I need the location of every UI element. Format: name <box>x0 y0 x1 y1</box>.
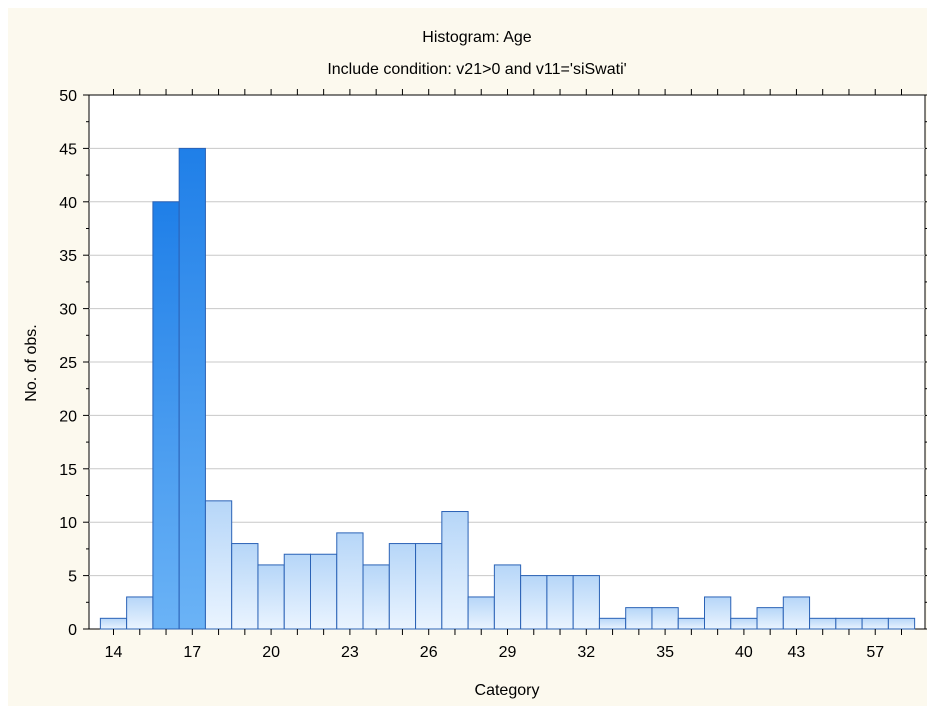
x-tick-label: 14 <box>105 644 123 661</box>
x-tick-label: 57 <box>866 644 884 661</box>
y-tick-label: 45 <box>59 141 77 158</box>
bar-23 <box>336 532 364 630</box>
y-tick-label: 40 <box>59 195 77 212</box>
bar-44 <box>809 617 837 630</box>
y-tick-label: 15 <box>59 462 77 479</box>
chart-subtitle: Include condition: v21>0 and v11='siSwat… <box>327 61 626 78</box>
bar-40 <box>730 617 758 630</box>
bar-34 <box>625 607 653 630</box>
bar-33 <box>598 617 627 630</box>
y-tick-label: 50 <box>59 88 77 105</box>
bar-18 <box>204 500 233 630</box>
chart-title: Histogram: Age <box>422 29 531 46</box>
y-tick-label: 0 <box>68 622 77 639</box>
chart-container: Histogram: Age Include condition: v21>0 … <box>8 8 931 706</box>
bar-41 <box>756 607 784 630</box>
x-tick-label: 23 <box>341 644 359 661</box>
bar-19 <box>231 543 259 630</box>
bar-22 <box>310 553 338 630</box>
y-axis-label: No. of obs. <box>23 324 40 401</box>
y-tick-label: 20 <box>59 408 77 425</box>
histogram-chart: Histogram: Age Include condition: v21>0 … <box>23 29 931 699</box>
x-tick-label: 29 <box>499 644 517 661</box>
bar-20 <box>257 564 285 630</box>
bar-16 <box>152 201 180 630</box>
y-tick-label: 35 <box>59 248 77 265</box>
bar-36 <box>677 617 706 630</box>
x-tick-label: 35 <box>656 644 674 661</box>
y-tick-label: 30 <box>59 302 77 319</box>
y-tick-label: 5 <box>68 569 77 586</box>
bar-38 <box>704 596 732 630</box>
bar-32 <box>572 575 600 630</box>
bar-58 <box>887 617 916 630</box>
bar-24 <box>362 564 390 630</box>
bar-57 <box>861 617 889 630</box>
bars-group <box>99 147 916 630</box>
x-tick-label: 43 <box>788 644 806 661</box>
bar-15 <box>126 596 154 630</box>
bar-43 <box>782 596 811 630</box>
x-tick-label: 17 <box>183 644 201 661</box>
bar-29 <box>493 564 522 630</box>
y-tick-label: 10 <box>59 515 77 532</box>
bar-28 <box>467 596 495 630</box>
bar-27 <box>441 511 469 630</box>
bar-21 <box>283 553 312 630</box>
x-tick-label: 20 <box>262 644 280 661</box>
x-axis-label: Category <box>475 682 540 699</box>
bar-35 <box>651 607 679 630</box>
bar-31 <box>546 575 574 630</box>
bar-45 <box>835 617 863 630</box>
bar-25 <box>388 543 417 630</box>
y-tick-label: 25 <box>59 355 77 372</box>
x-tick-label: 40 <box>735 644 753 661</box>
x-tick-label: 32 <box>577 644 595 661</box>
x-axis: 14 17 20 23 26 29 32 35 40 43 57 <box>105 89 902 661</box>
bar-17 <box>178 147 206 630</box>
bar-26 <box>415 543 443 630</box>
bar-30 <box>520 575 548 630</box>
bar-14 <box>99 617 128 630</box>
x-tick-label: 26 <box>420 644 438 661</box>
